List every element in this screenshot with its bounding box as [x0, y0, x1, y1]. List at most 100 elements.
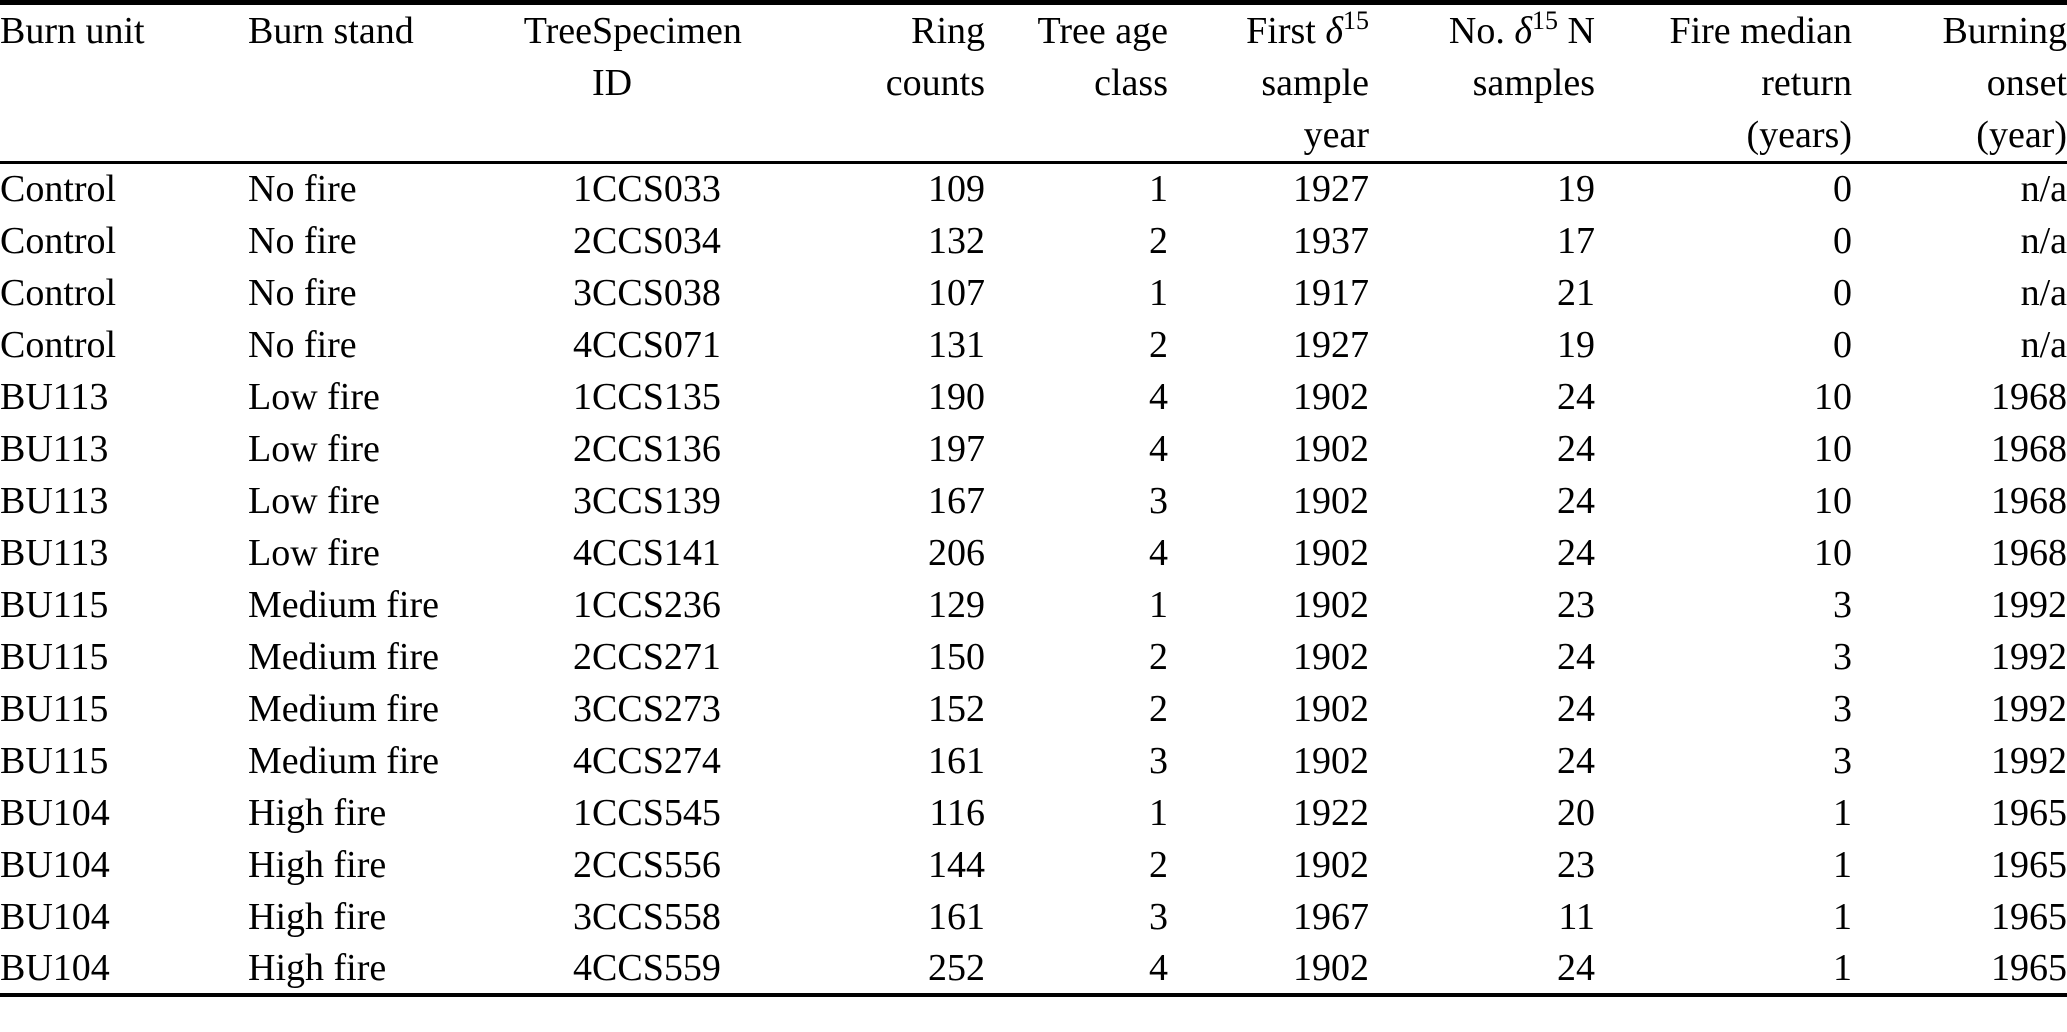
table-row: BU113 Low fire 4 CCS141 206 4 1902 24 10 1968	[0, 527, 2067, 579]
table-cell-tree-age-class: 3	[1149, 895, 1168, 938]
table-cell-tree: 2	[573, 635, 592, 678]
table-cell-burning-onset: 1965	[1991, 895, 2067, 938]
table-cell-specimen-id: CCS558	[592, 895, 721, 938]
table-cell-tree: 4	[573, 323, 592, 366]
table-cell-tree: 2	[573, 427, 592, 470]
table-cell-burn-unit: Control	[0, 323, 117, 366]
table-cell-no-d15n-samples: 24	[1557, 946, 1595, 989]
column-header-line: sample	[1261, 62, 1369, 104]
table-cell-fire-median-return: 0	[1833, 168, 1852, 211]
table-cell-tree-age-class: 1	[1149, 583, 1168, 626]
table-cell-specimen-id: CCS273	[592, 687, 721, 730]
table-cell-tree: 1	[573, 791, 592, 834]
table-cell-ring-counts: 152	[928, 687, 985, 730]
column-header-line: Burn unit	[0, 10, 145, 52]
table-cell-no-d15n-samples: 17	[1557, 219, 1595, 262]
table-cell-fire-median-return: 10	[1814, 427, 1852, 470]
table-cell-specimen-id: CCS135	[592, 375, 721, 418]
table-cell-first-d15-sample-year: 1902	[1293, 739, 1369, 782]
table-cell-no-d15n-samples: 24	[1557, 687, 1595, 730]
table-cell-ring-counts: 161	[928, 739, 985, 782]
table-cell-ring-counts: 131	[928, 323, 985, 366]
table-header: Burn unit Burn stand Tree Specimen ID Ring cou…	[0, 2, 2067, 164]
table-cell-no-d15n-samples: 19	[1557, 323, 1595, 366]
table-cell-burn-stand: No fire	[248, 219, 357, 262]
table-cell-burning-onset: 1992	[1991, 687, 2067, 730]
table-cell-burning-onset: 1992	[1991, 583, 2067, 626]
table-cell-ring-counts: 252	[928, 946, 985, 989]
table-cell-burn-stand: High fire	[248, 843, 387, 886]
table-cell-tree-age-class: 2	[1149, 843, 1168, 886]
column-header-line: First δ15	[1246, 6, 1369, 53]
column-header-tree: Tree	[470, 2, 592, 164]
table-cell-specimen-id: CCS139	[592, 479, 721, 522]
column-header-line: counts	[885, 62, 985, 104]
table-cell-no-d15n-samples: 24	[1557, 375, 1595, 418]
table-cell-tree-age-class: 1	[1149, 168, 1168, 211]
table-cell-burn-unit: BU115	[0, 635, 109, 678]
column-header-first-d15-sample-year: First δ15 sample year	[1168, 2, 1369, 164]
table-cell-specimen-id: CCS274	[592, 739, 721, 782]
column-header-burn-stand: Burn stand	[248, 2, 470, 164]
table-cell-ring-counts: 206	[928, 531, 985, 574]
table-cell-burning-onset: n/a	[2020, 323, 2067, 366]
table-cell-burn-unit: BU113	[0, 375, 109, 418]
table-cell-burn-stand: Medium fire	[248, 635, 440, 678]
table-cell-tree: 2	[573, 843, 592, 886]
table-cell-specimen-id: CCS136	[592, 427, 721, 470]
table-cell-fire-median-return: 3	[1833, 583, 1852, 626]
table-cell-burning-onset: n/a	[2020, 219, 2067, 262]
column-header-line: Tree	[523, 10, 592, 52]
table-cell-burn-stand: No fire	[248, 271, 357, 314]
table-cell-burn-unit: BU115	[0, 583, 109, 626]
column-header-line: return	[1761, 62, 1852, 104]
table-cell-ring-counts: 107	[928, 271, 985, 314]
column-header-no-d15n-samples: No. δ15 N samples	[1369, 2, 1595, 164]
column-header-line: Specimen	[592, 10, 742, 52]
table-cell-first-d15-sample-year: 1922	[1293, 791, 1369, 834]
table-row: BU104 High fire 1 CCS545 116 1 1922 20 1 1965	[0, 787, 2067, 839]
table-cell-first-d15-sample-year: 1902	[1293, 843, 1369, 886]
column-header-line: ID	[592, 62, 633, 104]
table-cell-burning-onset: n/a	[2020, 168, 2067, 211]
table-cell-tree-age-class: 2	[1149, 219, 1168, 262]
table-cell-no-d15n-samples: 11	[1558, 895, 1595, 938]
table-cell-burn-unit: BU104	[0, 791, 110, 834]
table-cell-no-d15n-samples: 23	[1557, 843, 1595, 886]
table-cell-burning-onset: n/a	[2020, 271, 2067, 314]
table-cell-ring-counts: 161	[928, 895, 985, 938]
table-cell-fire-median-return: 10	[1814, 479, 1852, 522]
table-cell-burn-unit: BU104	[0, 895, 110, 938]
table-cell-ring-counts: 144	[928, 843, 985, 886]
table-cell-no-d15n-samples: 24	[1557, 427, 1595, 470]
table-cell-burn-stand: No fire	[248, 168, 357, 211]
table-cell-ring-counts: 109	[928, 168, 985, 211]
table-cell-specimen-id: CCS034	[592, 219, 721, 262]
table-cell-burning-onset: 1992	[1991, 739, 2067, 782]
table-cell-first-d15-sample-year: 1902	[1293, 375, 1369, 418]
column-header-specimen-id: Specimen ID	[592, 2, 870, 164]
table-cell-burning-onset: 1968	[1991, 531, 2067, 574]
table-cell-tree: 3	[573, 687, 592, 730]
table-cell-burn-unit: BU104	[0, 946, 110, 989]
table-row: BU104 High fire 3 CCS558 161 3 1967 11 1 1965	[0, 891, 2067, 943]
table-cell-ring-counts: 150	[928, 635, 985, 678]
table-cell-burn-unit: Control	[0, 219, 117, 262]
table-cell-ring-counts: 129	[928, 583, 985, 626]
table-cell-tree: 1	[573, 168, 592, 211]
table-cell-tree-age-class: 2	[1149, 323, 1168, 366]
table-cell-tree-age-class: 3	[1149, 479, 1168, 522]
table-header-row: Burn unit Burn stand Tree Specimen ID Ring cou…	[0, 2, 2067, 164]
table-cell-fire-median-return: 0	[1833, 271, 1852, 314]
column-header-line: year	[1303, 114, 1369, 156]
table-cell-no-d15n-samples: 24	[1557, 479, 1595, 522]
table-cell-burn-stand: Low fire	[248, 375, 380, 418]
table-cell-burn-unit: BU113	[0, 479, 109, 522]
table-cell-specimen-id: CCS071	[592, 323, 721, 366]
table-cell-burn-stand: High fire	[248, 895, 387, 938]
table-cell-burn-stand: Medium fire	[248, 739, 440, 782]
column-header-line: No. δ15 N	[1448, 6, 1595, 53]
table-cell-first-d15-sample-year: 1902	[1293, 687, 1369, 730]
table-cell-fire-median-return: 1	[1833, 791, 1852, 834]
table-cell-tree: 1	[573, 583, 592, 626]
